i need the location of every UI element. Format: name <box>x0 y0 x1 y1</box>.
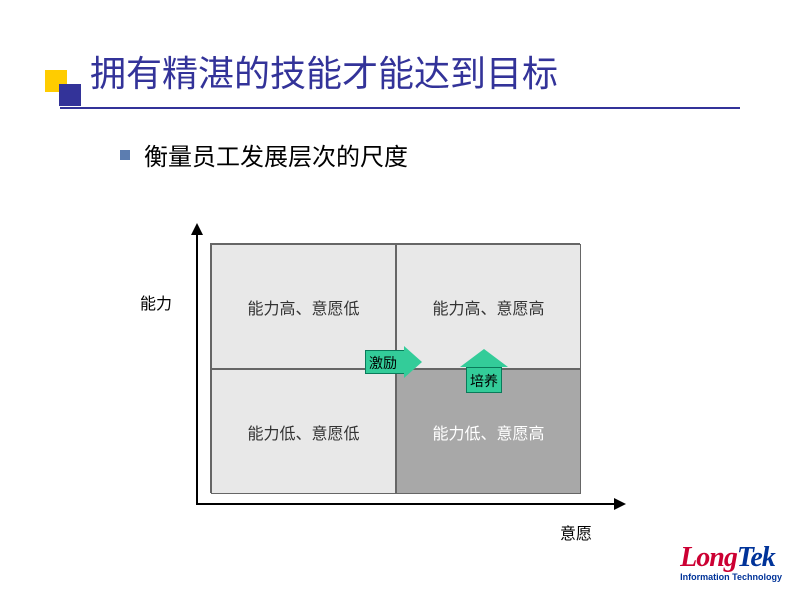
arrow-right-head-icon <box>404 346 422 378</box>
bullet-icon <box>120 150 130 160</box>
x-axis-label: 意愿 <box>560 520 592 544</box>
arrow-up-head-icon <box>460 349 508 367</box>
y-axis-arrow-icon <box>191 223 203 235</box>
arrow-up: 培养 <box>462 349 506 395</box>
quadrant-diagram: 能力 意愿 能力高、意愿低 能力高、意愿高 能力低、意愿低 能力低、意愿高 激励… <box>130 225 620 545</box>
logo-long: Long <box>680 542 737 573</box>
quadrant-bottom-left: 能力低、意愿低 <box>211 369 396 494</box>
logo-text: LongTek <box>680 542 782 574</box>
arrow-right: 激励 <box>365 347 421 377</box>
x-axis-line <box>196 503 616 505</box>
arrow-up-label: 培养 <box>470 371 498 391</box>
logo-subtitle: Information Technology <box>680 572 782 582</box>
decoration-blue-square <box>59 84 81 106</box>
y-axis-label: 能力 <box>140 290 172 314</box>
x-axis-arrow-icon <box>614 498 626 510</box>
subtitle-text: 衡量员工发展层次的尺度 <box>144 137 408 172</box>
slide-title: 拥有精湛的技能才能达到目标 <box>90 45 800 97</box>
title-area: 拥有精湛的技能才能达到目标 <box>0 0 800 97</box>
y-axis-line <box>196 225 198 505</box>
subtitle-row: 衡量员工发展层次的尺度 <box>120 137 800 172</box>
arrow-right-label: 激励 <box>369 353 397 373</box>
logo: LongTek Information Technology <box>680 542 782 582</box>
logo-tek: Tek <box>737 542 775 573</box>
title-underline <box>60 107 740 109</box>
